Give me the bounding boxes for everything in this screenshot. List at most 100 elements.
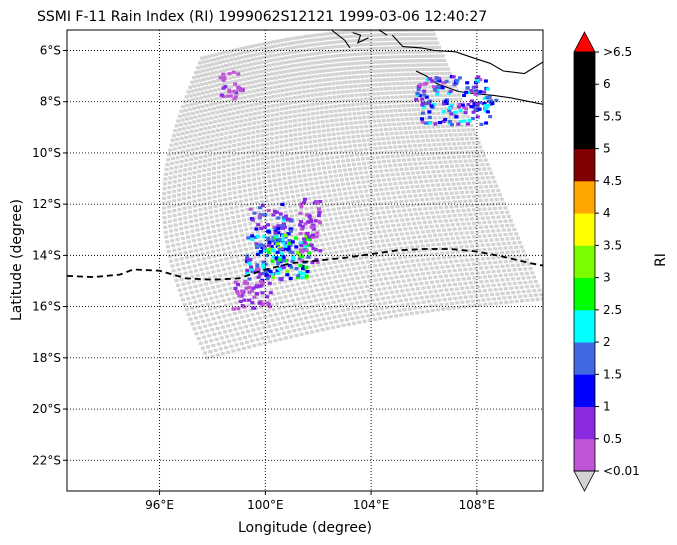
no-rain-pixel — [237, 337, 242, 341]
no-rain-pixel — [447, 187, 452, 191]
no-rain-pixel — [406, 104, 411, 108]
no-rain-pixel — [384, 51, 389, 55]
no-rain-pixel — [380, 132, 385, 136]
colorbar-label: RI — [653, 253, 669, 267]
no-rain-pixel — [214, 311, 219, 315]
no-rain-pixel — [444, 133, 448, 137]
no-rain-pixel — [318, 78, 323, 83]
no-rain-pixel — [209, 76, 214, 80]
no-rain-pixel — [306, 295, 311, 299]
no-rain-pixel — [424, 166, 429, 170]
no-rain-pixel — [330, 184, 335, 188]
no-rain-pixel — [479, 280, 484, 284]
no-rain-pixel — [408, 112, 413, 117]
rain-pixel — [251, 286, 256, 290]
colorbar-segment — [574, 52, 595, 85]
no-rain-pixel — [321, 302, 326, 306]
no-rain-pixel — [267, 68, 272, 72]
no-rain-pixel — [199, 267, 204, 272]
rain-pixel — [441, 102, 446, 106]
no-rain-pixel — [209, 296, 214, 300]
no-rain-pixel — [430, 138, 435, 142]
no-rain-pixel — [214, 138, 219, 142]
no-rain-pixel — [217, 189, 222, 193]
no-rain-pixel — [171, 243, 176, 248]
no-rain-pixel — [382, 215, 387, 219]
no-rain-pixel — [307, 48, 312, 52]
no-rain-pixel — [257, 116, 261, 120]
no-rain-pixel — [319, 238, 324, 242]
no-rain-pixel — [197, 114, 202, 118]
rain-pixel — [244, 286, 249, 290]
no-rain-pixel — [202, 131, 207, 135]
no-rain-pixel — [252, 317, 257, 321]
rain-pixel — [281, 241, 286, 245]
no-rain-pixel — [331, 128, 335, 132]
no-rain-pixel — [412, 126, 417, 130]
no-rain-pixel — [270, 277, 275, 281]
no-rain-pixel — [410, 259, 415, 263]
no-rain-pixel — [362, 88, 367, 92]
no-rain-pixel — [352, 296, 357, 300]
rain-pixel — [275, 269, 280, 273]
no-rain-pixel — [373, 147, 378, 151]
no-rain-pixel — [257, 43, 262, 47]
no-rain-pixel — [525, 285, 530, 289]
no-rain-pixel — [334, 113, 339, 118]
no-rain-pixel — [491, 270, 496, 274]
no-rain-pixel — [403, 241, 408, 245]
no-rain-pixel — [433, 147, 438, 151]
no-rain-pixel — [370, 156, 375, 160]
no-rain-pixel — [320, 243, 325, 247]
no-rain-pixel — [164, 172, 168, 176]
no-rain-pixel — [461, 168, 466, 172]
no-rain-pixel — [310, 210, 315, 215]
no-rain-pixel — [413, 194, 418, 198]
no-rain-pixel — [270, 118, 275, 122]
no-rain-pixel — [346, 135, 351, 139]
no-rain-pixel — [265, 199, 270, 203]
no-rain-pixel — [271, 99, 276, 103]
rain-pixel — [226, 94, 231, 98]
no-rain-pixel — [271, 227, 276, 231]
rain-pixel — [304, 213, 309, 217]
no-rain-pixel — [183, 221, 188, 225]
no-rain-pixel — [234, 343, 239, 347]
no-rain-pixel — [371, 87, 375, 92]
no-rain-pixel — [195, 147, 200, 151]
no-rain-pixel — [293, 36, 298, 40]
no-rain-pixel — [400, 303, 405, 307]
no-rain-pixel — [319, 152, 324, 156]
no-rain-pixel — [434, 80, 439, 84]
no-rain-pixel — [243, 73, 248, 77]
no-rain-pixel — [430, 197, 435, 201]
no-rain-pixel — [515, 236, 520, 240]
no-rain-pixel — [347, 282, 351, 287]
no-rain-pixel — [361, 52, 366, 56]
no-rain-pixel — [468, 145, 473, 150]
no-rain-pixel — [324, 282, 328, 286]
no-rain-pixel — [205, 302, 210, 306]
no-rain-pixel — [504, 300, 509, 304]
no-rain-pixel — [412, 81, 417, 85]
no-rain-pixel — [414, 180, 418, 184]
no-rain-pixel — [344, 44, 349, 48]
no-rain-pixel — [282, 305, 287, 309]
no-rain-pixel — [243, 263, 248, 267]
no-rain-pixel — [395, 204, 400, 209]
no-rain-pixel — [250, 44, 255, 48]
rain-pixel — [470, 99, 474, 103]
no-rain-pixel — [477, 275, 482, 279]
no-rain-pixel — [197, 70, 202, 74]
no-rain-pixel — [190, 254, 195, 258]
no-rain-pixel — [244, 113, 249, 117]
rain-pixel — [288, 227, 293, 231]
no-rain-pixel — [407, 278, 411, 282]
no-rain-pixel — [405, 288, 410, 292]
no-rain-pixel — [381, 73, 386, 77]
no-rain-pixel — [325, 41, 330, 45]
no-rain-pixel — [285, 42, 290, 46]
no-rain-pixel — [171, 269, 176, 273]
no-rain-pixel — [332, 315, 337, 319]
no-rain-pixel — [411, 139, 416, 143]
